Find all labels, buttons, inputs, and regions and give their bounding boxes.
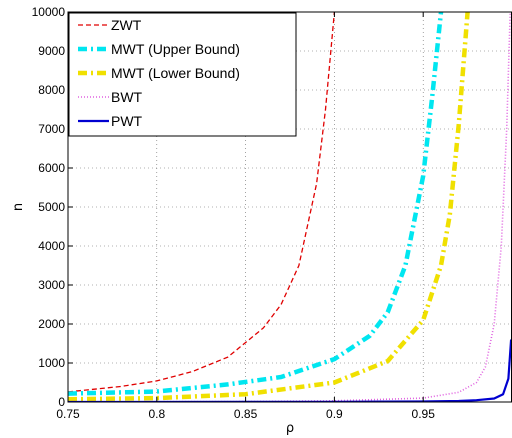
legend-entry-label: BWT	[111, 89, 143, 105]
y-tick-label: 10000	[32, 5, 66, 19]
series-line-4	[68, 12, 511, 402]
tick-labels: 0.75 0.8 0.85 0.9 0.95 0 1000 2000 3000 4000 5000 6…	[32, 5, 436, 421]
series-line-1	[68, 12, 336, 393]
x-axis-label: ρ	[286, 421, 294, 436]
y-tick-label: 1000	[38, 356, 65, 370]
y-tick-label: 3000	[38, 278, 65, 292]
legend-entry-label: MWT (Lower Bound)	[111, 65, 240, 81]
series-line-5	[68, 339, 512, 402]
legend-entry-label: PWT	[111, 113, 143, 129]
series-line-3	[68, 12, 470, 402]
legend-entry-label: MWT (Upper Bound)	[111, 41, 240, 57]
x-tick-label: 0.9	[326, 407, 343, 421]
y-tick-label: 9000	[38, 44, 65, 58]
series-line-2	[68, 12, 444, 396]
legend: ZWT MWT (Upper Bound) MWT (Lower Bound) BWT…	[68, 12, 297, 137]
legend-box	[68, 12, 297, 137]
y-tick-label: 5000	[38, 200, 65, 214]
y-axis-label: n	[11, 203, 26, 211]
x-tick-label: 0.75	[56, 407, 80, 421]
legend-entry-label: ZWT	[111, 17, 142, 33]
y-tick-label: 4000	[38, 239, 65, 253]
y-tick-label: 7000	[38, 122, 65, 136]
y-tick-label: 2000	[38, 317, 65, 331]
x-tick-label: 0.8	[148, 407, 165, 421]
y-tick-label: 6000	[38, 161, 65, 175]
x-tick-label: 0.95	[412, 407, 436, 421]
y-tick-label: 0	[58, 395, 65, 409]
y-tick-label: 8000	[38, 83, 65, 97]
x-tick-label: 0.85	[234, 407, 258, 421]
